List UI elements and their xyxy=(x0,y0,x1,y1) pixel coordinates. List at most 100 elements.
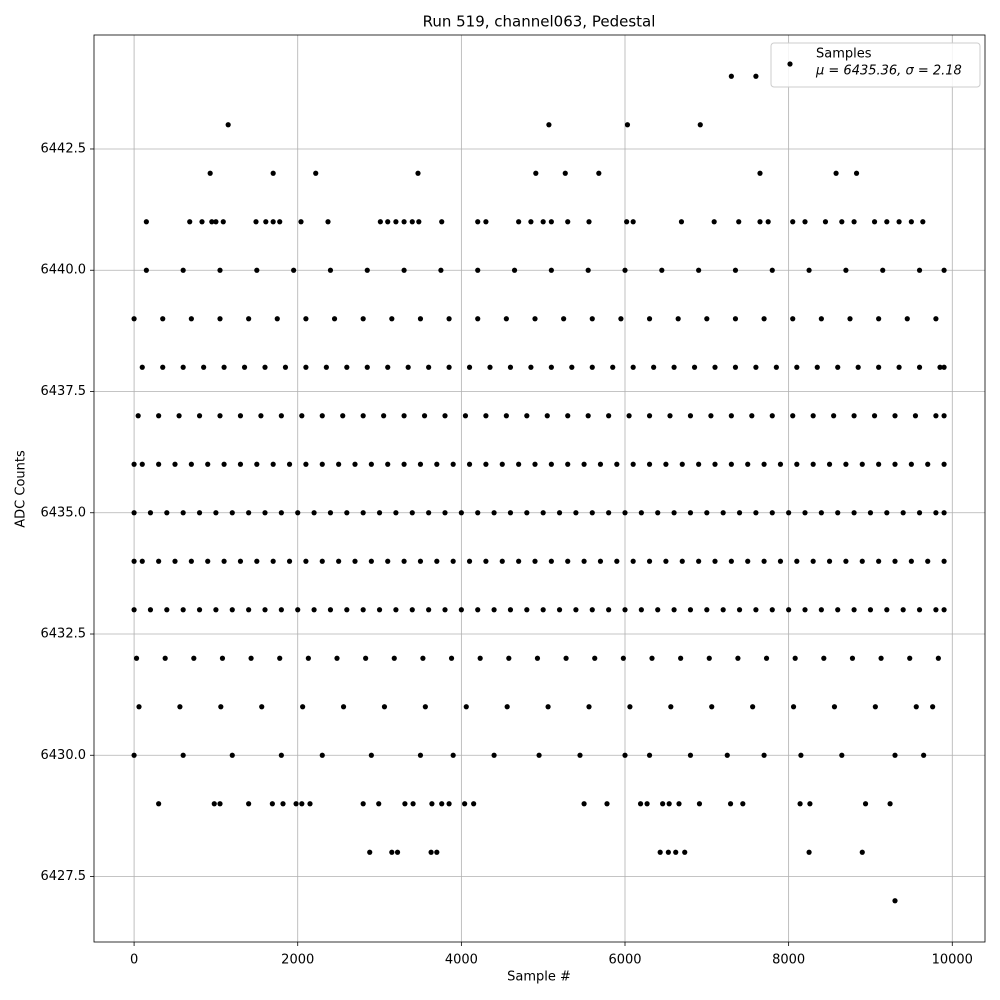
sample-point xyxy=(162,655,168,661)
sample-point xyxy=(678,219,685,225)
sample-point xyxy=(429,801,435,807)
legend: Samples μ = 6435.36, σ = 2.18 xyxy=(770,42,981,88)
sample-point xyxy=(736,510,743,516)
sample-point xyxy=(630,364,636,370)
sample-point xyxy=(839,752,845,758)
sample-point xyxy=(720,510,726,516)
sample-point xyxy=(221,364,227,370)
sample-point xyxy=(839,219,845,225)
sample-point xyxy=(303,316,309,322)
sample-point xyxy=(892,898,898,904)
sample-point xyxy=(199,219,205,225)
sample-point xyxy=(377,219,383,225)
sample-point xyxy=(391,655,397,661)
sample-point xyxy=(131,558,137,564)
sample-point xyxy=(753,364,759,370)
sample-point xyxy=(295,510,301,516)
sample-point xyxy=(417,558,424,564)
sample-point xyxy=(884,219,890,225)
sample-point xyxy=(367,849,373,855)
sample-point xyxy=(172,461,178,467)
sample-point xyxy=(295,607,301,613)
sample-point xyxy=(711,219,717,225)
sample-point xyxy=(139,461,145,467)
sample-point xyxy=(750,704,756,710)
sample-point xyxy=(180,267,186,273)
sample-point xyxy=(622,752,628,758)
sample-point xyxy=(614,558,620,564)
sample-point xyxy=(941,461,947,467)
sample-point xyxy=(696,267,702,273)
sample-point xyxy=(213,219,219,225)
sample-point xyxy=(507,510,514,516)
sample-point xyxy=(409,607,415,613)
sample-point xyxy=(853,170,860,176)
sample-point xyxy=(201,364,207,370)
sample-point xyxy=(147,607,154,613)
sample-point xyxy=(802,219,808,225)
sample-point xyxy=(790,704,797,710)
sample-point xyxy=(589,316,595,322)
sample-point xyxy=(262,364,268,370)
sample-point xyxy=(666,801,672,807)
sample-point xyxy=(896,364,902,370)
sample-point xyxy=(728,73,734,79)
sample-point xyxy=(131,607,137,613)
sample-point xyxy=(307,801,313,807)
sample-point xyxy=(327,510,334,516)
sample-point xyxy=(254,267,260,273)
sample-point xyxy=(336,558,342,564)
sample-point xyxy=(545,704,551,710)
sample-point xyxy=(622,267,628,273)
sample-point xyxy=(916,510,923,516)
sample-point xyxy=(745,558,751,564)
sample-point xyxy=(385,558,391,564)
sample-point xyxy=(930,704,936,710)
sample-point xyxy=(160,316,166,322)
sample-point xyxy=(851,413,857,419)
sample-point xyxy=(649,655,655,661)
x-tick-label: 4000 xyxy=(445,953,478,968)
sample-point xyxy=(624,219,630,225)
sample-point xyxy=(749,413,755,419)
sample-point xyxy=(393,510,399,516)
sample-point xyxy=(439,219,445,225)
sample-point xyxy=(420,655,426,661)
sample-point xyxy=(933,316,939,322)
sample-point xyxy=(385,364,391,370)
sample-point xyxy=(360,801,366,807)
legend-marker xyxy=(787,61,793,67)
sample-point xyxy=(532,316,538,322)
sample-point xyxy=(511,267,518,273)
sample-point xyxy=(627,704,633,710)
sample-point xyxy=(610,364,616,370)
sample-point xyxy=(935,655,941,661)
sample-point xyxy=(221,558,227,564)
sample-point xyxy=(180,607,186,613)
sample-point xyxy=(401,461,407,467)
sample-point xyxy=(246,607,252,613)
sample-point xyxy=(401,267,407,273)
sample-point xyxy=(246,316,252,322)
sample-point xyxy=(900,510,906,516)
sample-point xyxy=(131,752,137,758)
sample-point xyxy=(360,316,366,322)
sample-point xyxy=(712,461,718,467)
sample-point xyxy=(548,558,554,564)
sample-point xyxy=(777,558,784,564)
sample-point xyxy=(843,461,849,467)
sample-point xyxy=(740,801,746,807)
sample-point xyxy=(847,316,853,322)
sample-point xyxy=(810,461,816,467)
sample-point xyxy=(278,752,284,758)
sample-point xyxy=(393,607,399,613)
sample-point xyxy=(867,607,874,613)
sample-point xyxy=(313,170,319,176)
sample-point xyxy=(217,316,223,322)
sample-point xyxy=(769,413,775,419)
sample-point xyxy=(925,461,931,467)
sample-point xyxy=(546,122,552,128)
sample-point xyxy=(941,364,947,370)
sample-point xyxy=(133,655,140,661)
